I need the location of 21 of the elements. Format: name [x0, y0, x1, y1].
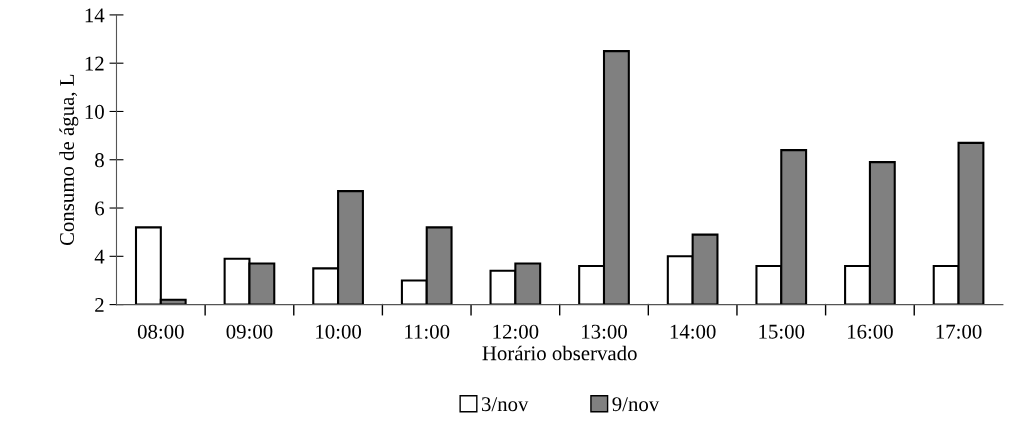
x-tick-label: 08:00	[137, 324, 184, 339]
legend-label: 3/nov	[481, 397, 529, 412]
y-tick-label: 8	[95, 153, 104, 168]
x-tick-label: 16:00	[848, 324, 893, 339]
y-tick-label: 6	[95, 201, 105, 216]
y-tick-label: 4	[94, 249, 105, 264]
y-tick-label: 12	[85, 56, 104, 71]
x-tick-label: 13:00	[582, 324, 627, 339]
legend-label: 9/nov	[612, 397, 660, 412]
y-tick-label: 14	[85, 8, 105, 23]
x-axis-title: Horário observado	[482, 345, 637, 361]
y-tick-label: 2	[95, 298, 104, 312]
x-tick-label: 17:00	[936, 324, 982, 339]
y-tick-label: 10	[85, 104, 104, 119]
x-tick-label: 14:00	[670, 324, 716, 339]
x-tick-label: 09:00	[226, 324, 273, 339]
x-tick-label: 11:00	[405, 324, 450, 339]
x-tick-label: 15:00	[759, 324, 805, 339]
x-tick-label: 10:00	[316, 324, 362, 339]
x-tick-label: 12:00	[493, 324, 539, 339]
y-axis-title: Consumo de água, L	[59, 74, 79, 246]
